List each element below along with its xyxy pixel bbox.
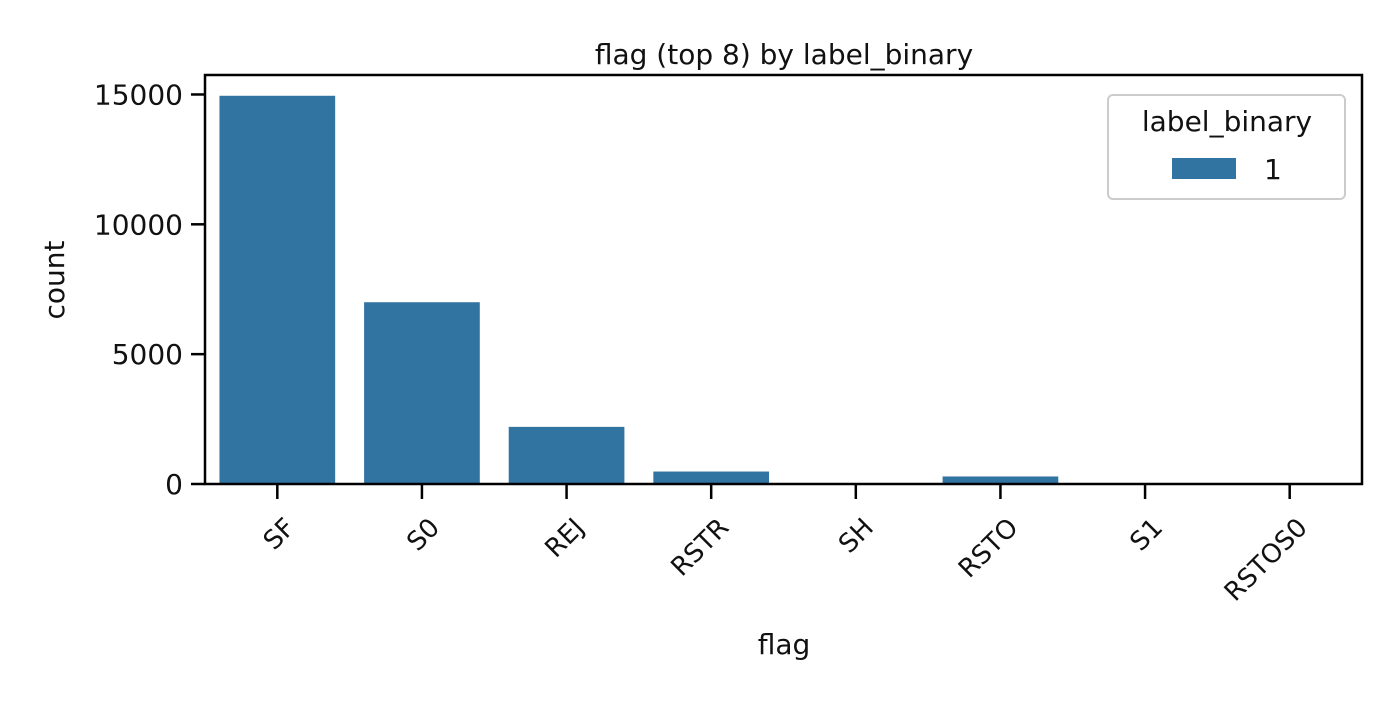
x-tick-label-rstos0: RSTOS0 — [1219, 513, 1314, 608]
x-axis-label: flag — [758, 628, 811, 661]
legend: label_binary 1 — [1107, 94, 1346, 200]
bar-sf — [219, 95, 336, 485]
bar-s0 — [364, 302, 480, 484]
x-tick-label-sh: SH — [833, 513, 880, 560]
legend-title: label_binary — [1142, 105, 1312, 138]
bar-rstr — [653, 471, 770, 484]
y-tick-label: 5000 — [112, 338, 183, 371]
axes-layer — [203, 73, 1364, 486]
bars-layer — [219, 95, 1348, 485]
bar-rsto — [942, 476, 1059, 484]
x-axis: SF S0 REJ RSTR SH RSTO S1 RSTOS0 — [258, 484, 1314, 607]
y-tick-label: 0 — [165, 468, 183, 501]
legend-entry-label: 1 — [1264, 153, 1282, 186]
bar-rej — [508, 426, 625, 484]
x-tick-label-s1: S1 — [1124, 513, 1169, 558]
x-tick-label-rstr: RSTR — [665, 513, 735, 583]
y-axis: 0 5000 10000 15000 — [94, 78, 205, 501]
x-tick-label-rej: REJ — [539, 513, 590, 564]
y-tick-label: 10000 — [94, 208, 183, 241]
x-tick-label-sf: SF — [258, 513, 301, 556]
x-tick-label-rsto: RSTO — [953, 513, 1024, 584]
x-tick-label-s0: S0 — [401, 513, 446, 558]
legend-box — [1107, 94, 1346, 200]
chart-title: flag (top 8) by label_binary — [595, 38, 973, 71]
y-tick-label: 15000 — [94, 78, 183, 111]
legend-swatch — [1172, 158, 1236, 179]
plot-frame — [203, 73, 1364, 486]
y-axis-label: count — [38, 240, 71, 319]
